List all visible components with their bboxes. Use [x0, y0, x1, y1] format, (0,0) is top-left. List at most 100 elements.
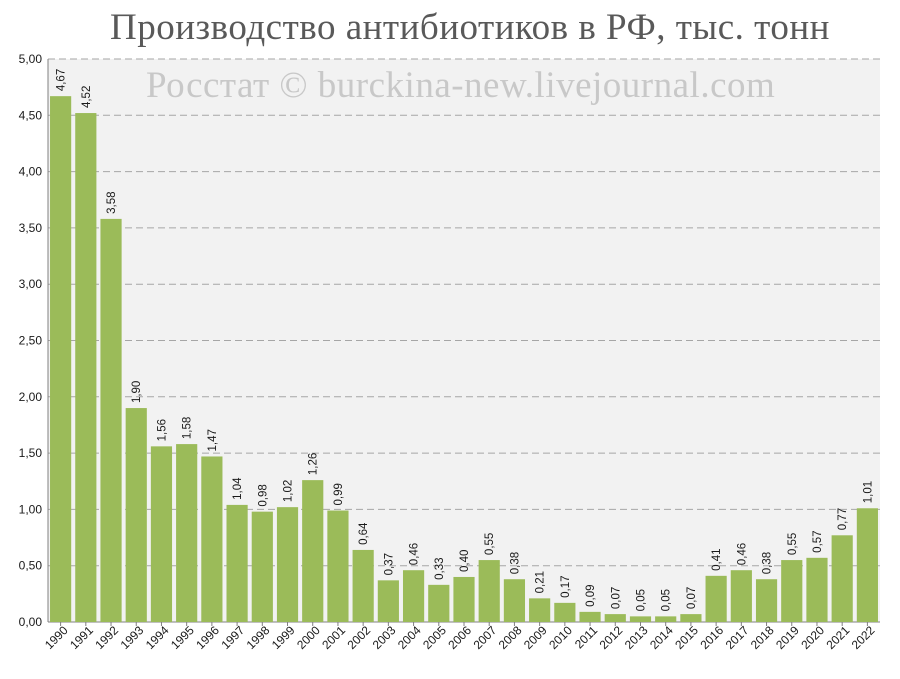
x-tick-label: 1992: [92, 623, 121, 652]
data-label: 0,40: [459, 550, 471, 572]
y-tick-label: 0,50: [19, 559, 43, 573]
x-tick-label: 2012: [597, 623, 626, 652]
data-label: 4,52: [81, 86, 93, 108]
x-tick-label: 2014: [647, 623, 676, 652]
y-tick-label: 3,50: [19, 221, 43, 235]
x-tick-label: 2013: [622, 623, 651, 652]
data-label: 0,21: [535, 571, 547, 593]
data-label: 3,58: [106, 192, 118, 214]
data-label: 0,17: [560, 575, 572, 597]
x-tick-label: 1994: [143, 623, 172, 652]
data-label: 0,37: [383, 553, 395, 575]
y-tick-label: 3,00: [19, 277, 43, 291]
data-label: 0,55: [787, 533, 799, 555]
data-label: 0,57: [812, 530, 824, 552]
x-tick-label: 2007: [471, 623, 500, 652]
bar: [503, 579, 526, 622]
data-label: 0,38: [509, 552, 521, 574]
data-label: 1,58: [182, 417, 194, 439]
bar: [831, 535, 853, 622]
data-label: 0,77: [837, 508, 849, 530]
bar: [50, 96, 72, 622]
bar: [554, 602, 576, 622]
bar: [327, 510, 349, 622]
x-tick-label: 2000: [294, 623, 323, 652]
data-label: 4,67: [56, 69, 68, 91]
x-tick-label: 2004: [395, 623, 424, 652]
bar: [251, 511, 273, 622]
x-tick-label: 1993: [118, 623, 147, 652]
bar: [680, 614, 702, 622]
data-label: 0,41: [711, 548, 723, 570]
data-label: 0,98: [257, 484, 269, 506]
y-tick-label: 2,00: [19, 390, 43, 404]
x-tick-label: 1995: [168, 623, 197, 652]
x-tick-label: 2016: [697, 623, 726, 652]
bar: [755, 579, 778, 622]
data-label: 0,05: [635, 589, 647, 611]
bar: [75, 113, 97, 622]
bar: [655, 616, 677, 622]
bar: [201, 456, 223, 622]
x-tick-label: 2011: [572, 623, 600, 651]
bar: [402, 570, 425, 622]
data-label: 1,26: [308, 453, 320, 475]
data-label: 0,07: [610, 587, 622, 609]
data-label: 1,01: [862, 481, 874, 503]
data-label: 1,02: [283, 480, 295, 502]
chart-title: Производство антибиотиков в РФ, тыс. тон…: [110, 7, 830, 48]
y-tick-label: 0,00: [19, 615, 43, 629]
y-tick-label: 4,50: [19, 108, 43, 122]
data-label: 1,90: [131, 381, 143, 403]
x-tick-label: 1997: [218, 623, 247, 652]
x-tick-label: 2020: [798, 623, 827, 652]
data-label: 1,04: [232, 477, 244, 500]
bar: [529, 598, 551, 622]
x-tick-label: 2008: [496, 623, 525, 652]
x-tick-label: 1990: [42, 623, 71, 652]
bar: [352, 549, 374, 622]
data-label: 0,05: [661, 589, 673, 611]
data-label: 0,33: [434, 557, 446, 579]
bar: [806, 557, 828, 622]
data-label: 0,55: [484, 533, 496, 555]
data-label: 0,46: [409, 543, 421, 565]
bar: [604, 614, 626, 622]
data-label: 0,07: [686, 587, 698, 609]
x-tick-label: 1991: [67, 623, 96, 652]
x-tick-label: 2002: [344, 623, 373, 652]
bar: [176, 444, 198, 622]
x-tick-label: 1998: [244, 623, 273, 652]
data-label: 0,09: [585, 584, 597, 606]
bar: [478, 560, 500, 622]
x-tick-label: 2017: [723, 623, 752, 652]
x-tick-label: 2005: [420, 623, 449, 652]
y-tick-label: 2,50: [19, 334, 43, 348]
bar: [150, 446, 173, 622]
x-tick-label: 2021: [824, 623, 853, 652]
x-tick-label: 2009: [521, 623, 550, 652]
x-tick-label: 2003: [370, 623, 399, 652]
x-tick-label: 1996: [193, 623, 222, 652]
x-tick-label: 1999: [269, 623, 298, 652]
x-tick-label: 2006: [445, 623, 474, 652]
x-tick-label: 2001: [319, 623, 348, 652]
bar: [125, 408, 147, 622]
x-tick-label: 2015: [672, 623, 701, 652]
bar: [100, 218, 122, 622]
bar: [276, 507, 299, 622]
chart-watermark: Росстат © burckina-new.livejournal.com: [146, 65, 776, 106]
y-tick-label: 4,00: [19, 165, 43, 179]
data-label: 0,38: [762, 552, 774, 574]
bar: [629, 616, 652, 622]
data-label: 0,99: [333, 483, 345, 505]
y-tick-label: 1,50: [19, 446, 43, 460]
x-tick-label: 2018: [748, 623, 777, 652]
bar: [302, 480, 324, 622]
bar: [377, 580, 399, 622]
data-label: 0,46: [736, 543, 748, 565]
bar: [428, 584, 450, 622]
bar: [781, 560, 803, 622]
